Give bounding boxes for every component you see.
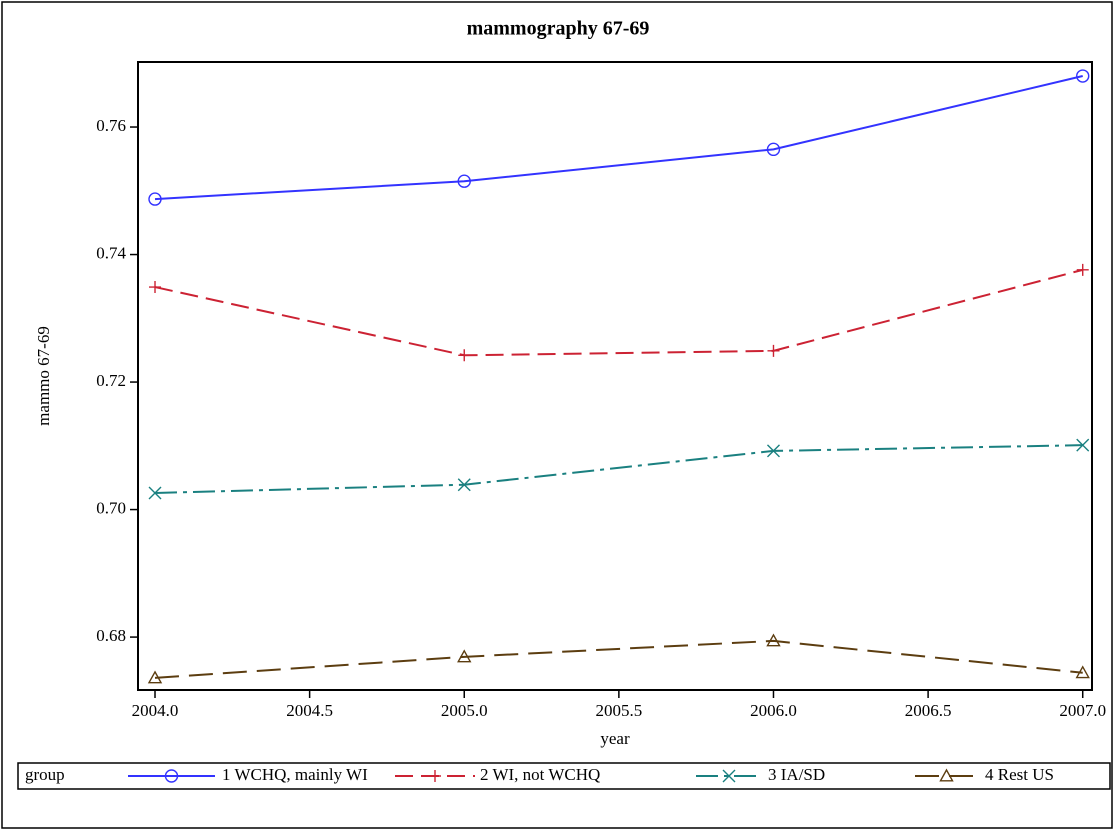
y-tick-label: 0.74 [96, 243, 126, 262]
marker [1076, 69, 1090, 83]
marker [457, 478, 471, 492]
marker [148, 486, 162, 500]
y-axis-label: mammo 67-69 [34, 326, 53, 426]
marker [1076, 263, 1089, 276]
x-tick-label: 2004.0 [132, 701, 179, 720]
x-tick-label: 2006.5 [905, 701, 952, 720]
x-tick-label: 2004.5 [286, 701, 333, 720]
legend-title: group [25, 765, 65, 784]
legend-label: 4 Rest US [985, 765, 1054, 784]
y-tick-label: 0.70 [96, 498, 126, 517]
series-line [154, 639, 1083, 679]
marker [1075, 665, 1090, 679]
marker [766, 142, 781, 157]
series-line [154, 444, 1083, 494]
legend-label: 2 WI, not WCHQ [480, 765, 600, 784]
marker [148, 192, 162, 206]
x-tick-label: 2007.0 [1059, 701, 1106, 720]
legend-frame [17, 762, 1111, 790]
marker [766, 444, 780, 458]
series-line [154, 268, 1083, 357]
marker [766, 633, 781, 647]
x-tick-label: 2006.0 [750, 701, 797, 720]
marker [457, 649, 472, 663]
legend-marker [939, 768, 954, 782]
y-tick-label: 0.76 [96, 116, 126, 135]
legend-marker [429, 770, 441, 782]
series-line [154, 75, 1083, 201]
x-axis-label: year [600, 729, 630, 748]
y-tick-label: 0.72 [96, 371, 126, 390]
legend-label: 3 IA/SD [768, 765, 825, 784]
x-tick-label: 2005.0 [441, 701, 488, 720]
chart-title: mammography 67-69 [467, 18, 650, 40]
legend-marker [164, 769, 179, 783]
y-tick-label: 0.68 [96, 626, 126, 645]
marker [458, 349, 471, 362]
x-tick-label: 2005.5 [595, 701, 642, 720]
marker [147, 670, 163, 684]
marker [1076, 438, 1090, 452]
plot-frame [137, 61, 1093, 691]
legend-marker [722, 769, 736, 783]
marker [457, 174, 471, 188]
marker [767, 344, 780, 357]
legend-label: 1 WCHQ, mainly WI [222, 765, 368, 784]
marker [149, 281, 162, 294]
